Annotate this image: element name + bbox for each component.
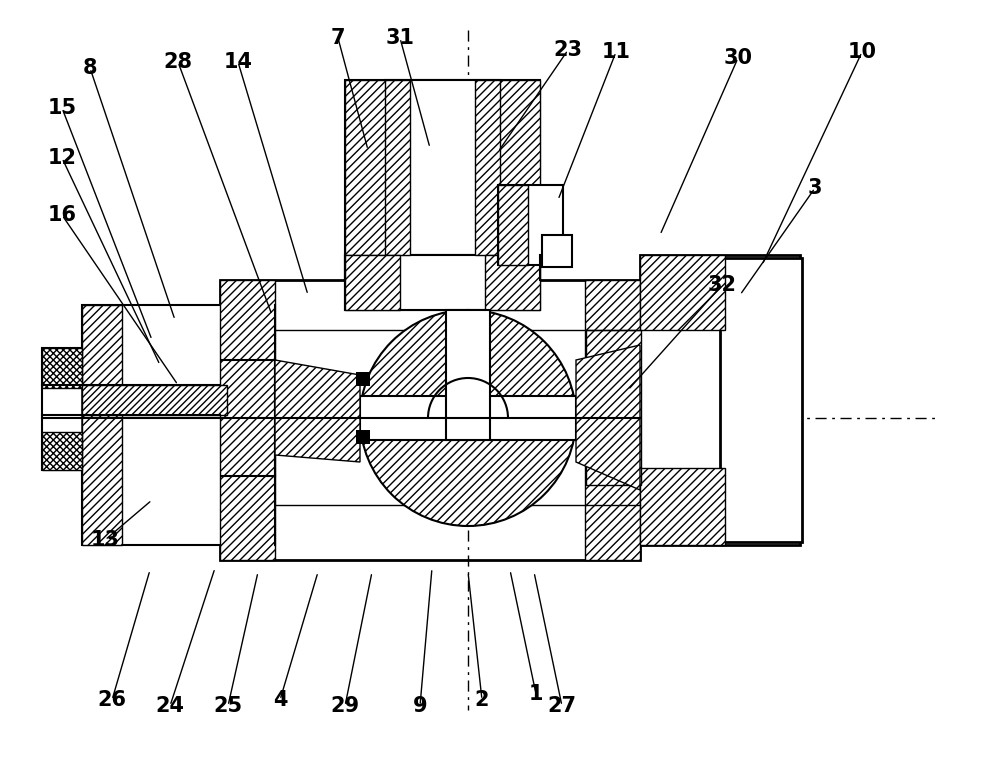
- Text: 27: 27: [547, 696, 577, 716]
- Bar: [345, 255, 540, 310]
- Text: 15: 15: [47, 98, 77, 118]
- Text: 9: 9: [413, 696, 428, 716]
- Bar: [345, 80, 387, 255]
- Bar: [485, 255, 540, 310]
- Bar: [585, 280, 640, 560]
- Bar: [385, 80, 500, 255]
- Bar: [640, 255, 800, 545]
- Text: 23: 23: [553, 40, 583, 60]
- Text: 10: 10: [848, 42, 876, 62]
- Bar: [42, 432, 82, 470]
- Polygon shape: [576, 345, 640, 490]
- Bar: [542, 235, 572, 267]
- Bar: [586, 330, 641, 485]
- Bar: [475, 80, 500, 255]
- Bar: [82, 385, 227, 415]
- Text: 11: 11: [601, 42, 631, 62]
- Text: 26: 26: [97, 690, 127, 710]
- Text: 29: 29: [331, 696, 360, 716]
- Bar: [345, 255, 400, 310]
- Bar: [720, 258, 802, 542]
- Bar: [220, 280, 275, 560]
- Bar: [360, 396, 576, 440]
- Bar: [446, 310, 490, 440]
- Bar: [42, 348, 82, 388]
- Text: 8: 8: [82, 58, 97, 78]
- Bar: [42, 348, 84, 470]
- Text: 2: 2: [475, 690, 490, 710]
- Bar: [640, 468, 725, 545]
- Bar: [498, 185, 528, 265]
- Polygon shape: [275, 360, 360, 418]
- Text: 30: 30: [724, 48, 752, 68]
- Bar: [345, 80, 540, 310]
- Text: 7: 7: [331, 28, 345, 48]
- Bar: [640, 255, 725, 330]
- Bar: [498, 185, 563, 265]
- Bar: [356, 430, 370, 444]
- Text: 32: 32: [707, 275, 737, 295]
- Text: 25: 25: [214, 696, 242, 716]
- Text: 28: 28: [164, 52, 192, 72]
- Polygon shape: [275, 418, 360, 462]
- Text: 1: 1: [529, 684, 543, 704]
- Bar: [356, 372, 370, 386]
- Text: 12: 12: [47, 148, 77, 168]
- Bar: [385, 80, 410, 255]
- Text: 13: 13: [90, 530, 120, 550]
- Text: 31: 31: [386, 28, 415, 48]
- Bar: [220, 280, 640, 560]
- Text: 14: 14: [224, 52, 252, 72]
- Text: 24: 24: [156, 696, 184, 716]
- Bar: [82, 305, 222, 545]
- Text: 3: 3: [807, 178, 822, 198]
- Polygon shape: [82, 305, 122, 410]
- Text: 4: 4: [273, 690, 287, 710]
- Circle shape: [360, 310, 576, 526]
- Text: 16: 16: [47, 205, 77, 225]
- Bar: [498, 80, 540, 255]
- Bar: [82, 305, 122, 545]
- Polygon shape: [82, 410, 122, 545]
